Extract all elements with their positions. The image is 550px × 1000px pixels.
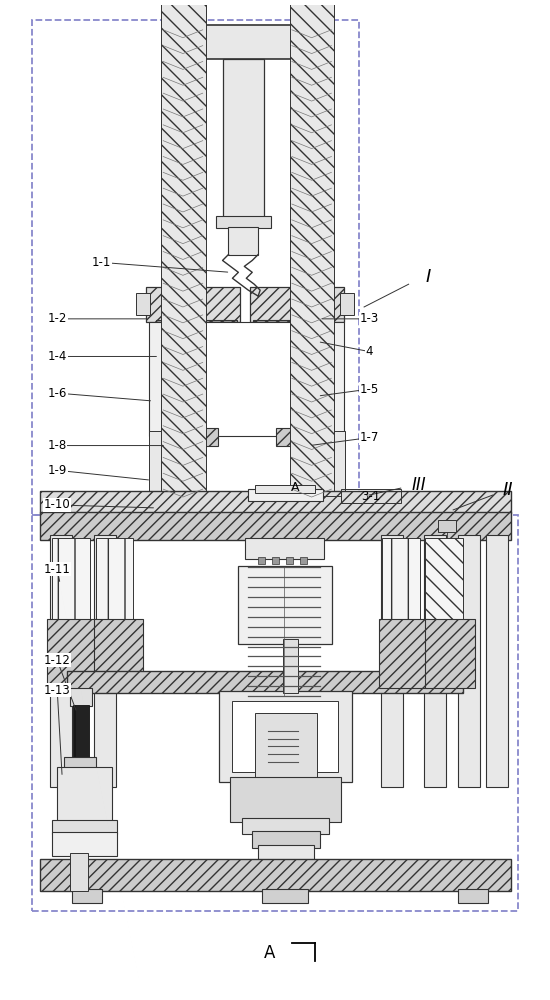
Bar — [438, 520, 456, 532]
Bar — [184, 445, 192, 462]
Bar — [248, 489, 322, 501]
Bar — [262, 889, 307, 903]
Bar — [199, 322, 295, 436]
Bar — [179, 322, 199, 436]
Bar — [228, 227, 258, 255]
Text: I: I — [426, 268, 431, 286]
Bar — [286, 557, 293, 564]
Bar — [425, 535, 446, 787]
Bar — [40, 859, 510, 891]
Bar — [146, 287, 240, 322]
Bar — [52, 832, 117, 856]
Bar — [230, 777, 342, 822]
Bar — [250, 287, 344, 322]
Bar — [156, 320, 238, 371]
Text: A: A — [265, 944, 276, 962]
Text: 1-4: 1-4 — [47, 350, 67, 363]
Bar — [32, 515, 518, 911]
Bar — [73, 705, 89, 759]
Text: 4: 4 — [365, 345, 373, 358]
Bar — [216, 216, 271, 228]
Bar — [149, 322, 179, 436]
Bar — [272, 557, 279, 564]
Bar — [57, 767, 112, 822]
Bar — [50, 535, 72, 787]
Bar — [136, 293, 150, 315]
Bar — [94, 619, 144, 688]
Bar — [458, 535, 480, 787]
Bar — [70, 688, 92, 706]
Bar — [283, 639, 298, 693]
Bar — [315, 322, 344, 436]
Bar — [40, 491, 510, 513]
Text: 1-1: 1-1 — [92, 256, 112, 269]
Bar — [52, 538, 90, 619]
Text: 1-13: 1-13 — [44, 684, 70, 697]
Text: 1-2: 1-2 — [47, 312, 67, 325]
Bar — [149, 431, 167, 500]
Text: 1-5: 1-5 — [359, 383, 378, 396]
Text: 1-6: 1-6 — [47, 387, 67, 400]
Bar — [72, 889, 102, 903]
Bar — [486, 535, 508, 787]
Bar — [218, 691, 352, 782]
Text: 1-12: 1-12 — [44, 654, 70, 667]
Bar — [40, 512, 510, 540]
Text: A: A — [290, 481, 299, 494]
Bar — [52, 820, 117, 834]
Bar — [94, 535, 116, 787]
Bar — [458, 889, 488, 903]
Bar — [300, 557, 307, 564]
Bar — [255, 485, 315, 493]
Text: 1-11: 1-11 — [44, 563, 70, 576]
Text: 3-1: 3-1 — [361, 490, 381, 503]
Text: 1-9: 1-9 — [47, 464, 67, 477]
Bar — [255, 713, 317, 777]
Bar — [163, 428, 218, 446]
Bar — [252, 831, 320, 848]
Text: II: II — [502, 481, 513, 499]
Bar — [426, 619, 475, 688]
Bar — [302, 445, 311, 462]
Bar — [342, 489, 401, 503]
Text: III: III — [411, 476, 426, 494]
Bar — [290, 0, 334, 515]
Bar — [379, 619, 428, 688]
Bar — [70, 853, 88, 891]
Bar — [245, 538, 324, 559]
Bar — [47, 619, 97, 688]
Bar — [381, 535, 403, 787]
Bar — [161, 0, 206, 515]
Text: 1-8: 1-8 — [48, 439, 67, 452]
Bar — [243, 818, 329, 834]
Bar — [233, 701, 338, 772]
Bar — [276, 428, 331, 446]
Bar — [258, 557, 265, 564]
Bar — [186, 25, 300, 59]
Bar — [64, 757, 96, 769]
Text: 1-10: 1-10 — [44, 498, 70, 511]
Bar — [327, 431, 345, 500]
Bar — [426, 538, 463, 619]
Bar — [67, 671, 463, 693]
Bar — [253, 320, 334, 371]
Bar — [32, 20, 359, 515]
Bar — [223, 59, 264, 223]
Bar — [340, 293, 354, 315]
Bar — [258, 845, 314, 863]
Text: 1-3: 1-3 — [359, 312, 378, 325]
Bar — [295, 322, 315, 436]
Text: 1-7: 1-7 — [359, 431, 379, 444]
Bar — [382, 538, 420, 619]
Bar — [96, 538, 134, 619]
Bar — [238, 566, 332, 644]
